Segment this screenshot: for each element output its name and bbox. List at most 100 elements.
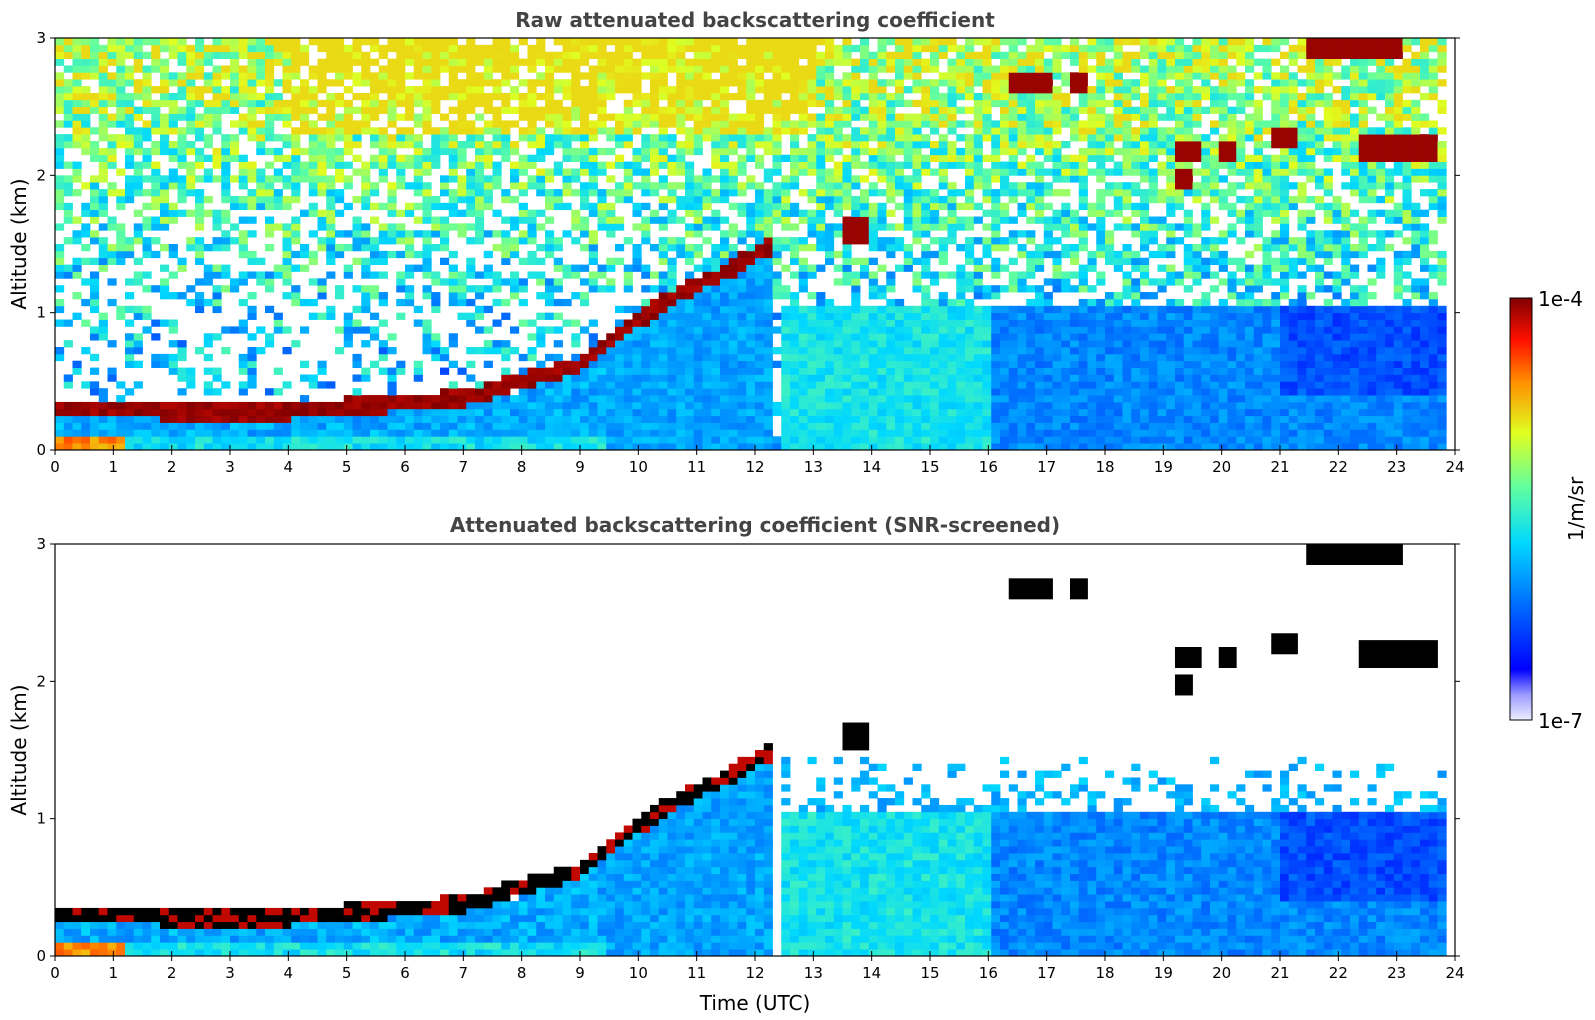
heatmap-cell bbox=[877, 401, 887, 410]
heatmap-cell bbox=[133, 422, 143, 430]
heatmap-cell bbox=[833, 353, 843, 362]
heatmap-cell bbox=[448, 154, 458, 162]
heatmap-cell bbox=[160, 244, 170, 252]
heatmap-cell bbox=[851, 182, 861, 190]
heatmap-cell bbox=[370, 216, 380, 224]
heatmap-cell bbox=[230, 202, 240, 211]
heatmap-cell bbox=[798, 106, 808, 114]
heatmap-cell bbox=[98, 395, 108, 403]
heatmap-cell bbox=[133, 189, 143, 197]
heatmap-cell bbox=[63, 443, 73, 451]
heatmap-cell bbox=[378, 271, 388, 279]
heatmap-cell bbox=[1008, 154, 1018, 162]
heatmap-cell bbox=[212, 443, 222, 451]
heatmap-cell bbox=[851, 86, 861, 94]
heatmap-cell bbox=[930, 429, 940, 437]
heatmap-cell bbox=[63, 381, 73, 389]
heatmap-cell bbox=[475, 312, 485, 320]
heatmap-cell bbox=[1035, 298, 1045, 307]
heatmap-cell bbox=[921, 86, 931, 94]
heatmap-cell bbox=[265, 189, 275, 197]
heatmap-cell bbox=[895, 223, 905, 231]
heatmap-cell bbox=[895, 147, 905, 156]
heatmap-cell bbox=[588, 134, 598, 142]
heatmap-cell bbox=[553, 401, 563, 410]
heatmap-cell bbox=[361, 51, 371, 59]
heatmap-cell bbox=[125, 415, 135, 423]
heatmap-cell bbox=[746, 216, 756, 224]
heatmap-cell bbox=[1026, 86, 1036, 94]
heatmap-cell bbox=[650, 367, 660, 375]
heatmap-cell bbox=[685, 271, 695, 279]
heatmap-cell bbox=[282, 161, 292, 169]
heatmap-cell bbox=[291, 92, 301, 101]
heatmap-cell bbox=[851, 216, 861, 224]
heatmap-cell bbox=[746, 99, 756, 108]
heatmap-cell bbox=[387, 223, 397, 231]
heatmap-cell bbox=[518, 58, 528, 66]
heatmap-cell bbox=[273, 189, 283, 197]
heatmap-cell bbox=[1043, 401, 1053, 410]
heatmap-cell bbox=[448, 340, 458, 348]
heatmap-cell bbox=[396, 127, 406, 135]
heatmap-cell bbox=[615, 154, 625, 162]
heatmap-cell bbox=[737, 134, 747, 142]
heatmap-cell bbox=[1035, 429, 1045, 437]
heatmap-cell bbox=[448, 333, 458, 341]
heatmap-cell bbox=[98, 189, 108, 197]
heatmap-cell bbox=[860, 147, 870, 156]
heatmap-cell bbox=[483, 58, 493, 66]
heatmap-cell bbox=[142, 422, 152, 430]
heatmap-cell bbox=[851, 333, 861, 341]
heatmap-cell bbox=[536, 395, 546, 403]
heatmap-cell bbox=[930, 353, 940, 362]
heatmap-cell bbox=[667, 189, 677, 197]
heatmap-cell bbox=[938, 154, 948, 162]
heatmap-cell bbox=[177, 113, 187, 121]
heatmap-cell bbox=[431, 408, 441, 417]
heatmap-cell bbox=[475, 202, 485, 211]
heatmap-cell bbox=[623, 38, 633, 46]
heatmap-cell bbox=[326, 381, 336, 389]
heatmap-cell bbox=[693, 326, 703, 334]
heatmap-cell bbox=[807, 65, 817, 73]
heatmap-cell bbox=[536, 106, 546, 114]
heatmap-cell bbox=[973, 161, 983, 169]
heatmap-cell bbox=[343, 106, 353, 114]
heatmap-cell bbox=[326, 443, 336, 451]
heatmap-cell bbox=[151, 182, 161, 190]
heatmap-cell bbox=[991, 202, 1001, 211]
heatmap-cell bbox=[142, 127, 152, 135]
heatmap-cell bbox=[422, 92, 432, 101]
heatmap-cell bbox=[1000, 38, 1010, 46]
heatmap-cell bbox=[737, 443, 747, 451]
heatmap-cell bbox=[1008, 401, 1018, 410]
heatmap-cell bbox=[641, 271, 651, 279]
heatmap-cell bbox=[755, 333, 765, 341]
heatmap-cell bbox=[772, 257, 782, 265]
heatmap-cell bbox=[1026, 326, 1036, 334]
heatmap-cell bbox=[816, 230, 826, 238]
heatmap-cell bbox=[431, 347, 441, 355]
heatmap-cell bbox=[203, 298, 213, 307]
heatmap-cell bbox=[781, 99, 791, 108]
heatmap-cell bbox=[212, 127, 222, 135]
heatmap-cell bbox=[212, 436, 222, 444]
heatmap-cell bbox=[378, 429, 388, 437]
heatmap-cell bbox=[842, 223, 852, 231]
heatmap-cell bbox=[335, 285, 345, 293]
heatmap-cell bbox=[833, 305, 843, 314]
heatmap-cell bbox=[273, 99, 283, 108]
heatmap-cell bbox=[807, 58, 817, 66]
heatmap-cell bbox=[387, 422, 397, 430]
heatmap-cell bbox=[641, 319, 651, 327]
heatmap-cell bbox=[63, 113, 73, 121]
heatmap-cell bbox=[816, 154, 826, 162]
heatmap-cell bbox=[965, 195, 975, 204]
heatmap-cell bbox=[440, 202, 450, 211]
heatmap-cell bbox=[746, 271, 756, 279]
heatmap-cell bbox=[667, 395, 677, 403]
heatmap-cell bbox=[483, 161, 493, 169]
heatmap-cell bbox=[256, 326, 266, 334]
heatmap-cell bbox=[755, 292, 765, 300]
